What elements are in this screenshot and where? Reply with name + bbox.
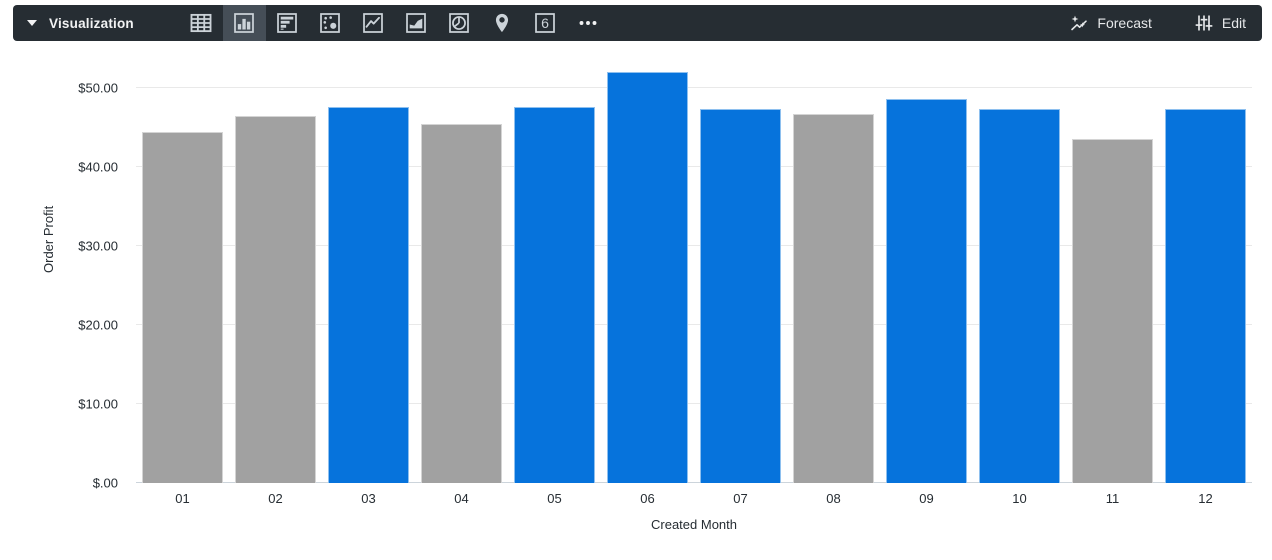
bar-slot	[1066, 62, 1159, 483]
bar-month-08[interactable]	[793, 114, 874, 483]
x-tick-label: 03	[361, 491, 376, 506]
column-chart-icon[interactable]	[222, 5, 266, 41]
bar-slot	[229, 62, 322, 483]
y-tick-label: $50.00	[78, 80, 118, 96]
y-tick-label: $10.00	[78, 396, 118, 412]
x-tick-label: 04	[454, 491, 469, 506]
x-axis-title: Created Month	[651, 517, 737, 532]
forecast-sparkle-icon	[1071, 15, 1088, 31]
line-chart-icon[interactable]	[352, 5, 395, 41]
bar-month-02[interactable]	[235, 115, 316, 483]
visualization-collapse-toggle[interactable]: Visualization	[27, 16, 134, 31]
scatter-chart-icon[interactable]	[309, 5, 352, 41]
pie-chart-icon[interactable]	[438, 5, 481, 41]
y-tick-label: $30.00	[78, 238, 118, 254]
x-tick-label: 12	[1198, 491, 1213, 506]
bars-layer	[136, 62, 1252, 483]
visualization-toolbar: Visualization 6 Forecast Edit	[13, 5, 1262, 41]
bar-slot	[322, 62, 415, 483]
x-tick-label: 08	[826, 491, 841, 506]
toolbar-title: Visualization	[49, 15, 134, 31]
x-tick-label: 05	[547, 491, 562, 506]
gridline	[136, 166, 1252, 168]
forecast-label: Forecast	[1097, 15, 1152, 31]
bar-month-04[interactable]	[421, 123, 502, 483]
single-value-icon[interactable]: 6	[524, 5, 567, 41]
bar-slot	[787, 62, 880, 483]
tune-icon	[1195, 15, 1213, 31]
x-tick-label: 02	[268, 491, 283, 506]
y-tick-label: $40.00	[78, 159, 118, 175]
bar-slot	[415, 62, 508, 483]
y-tick-label: $20.00	[78, 317, 118, 333]
bar-slot	[973, 62, 1066, 483]
bar-month-07[interactable]	[700, 109, 781, 483]
x-tick-label: 11	[1105, 491, 1120, 506]
gridline	[136, 87, 1252, 89]
svg-text:6: 6	[541, 15, 549, 31]
plot-area	[136, 62, 1252, 483]
map-pin-icon[interactable]	[481, 5, 524, 41]
bar-month-12[interactable]	[1165, 109, 1246, 483]
bar-slot	[694, 62, 787, 483]
x-axis-labels: 01 02 03 04 05 06 07 08 09 10 11 12	[136, 491, 1252, 506]
edit-label: Edit	[1221, 15, 1246, 31]
bar-month-06[interactable]	[607, 72, 688, 483]
chart-type-icon-row: 6	[180, 5, 610, 41]
gridline	[136, 482, 1252, 483]
y-tick-label: $.00	[92, 475, 118, 491]
bar-slot	[508, 62, 601, 483]
bar-month-10[interactable]	[979, 109, 1060, 483]
x-tick-label: 09	[919, 491, 934, 506]
gridline	[136, 403, 1252, 405]
forecast-button[interactable]: Forecast	[1069, 13, 1152, 33]
column-chart: Order Profit $.00 $10.00 $20.00 $30.00 $40.0…	[0, 55, 1272, 560]
bar-month-01[interactable]	[142, 131, 223, 483]
x-tick-label: 10	[1012, 491, 1027, 506]
x-tick-label: 01	[175, 491, 190, 506]
chevron-down-icon	[27, 20, 37, 26]
table-chart-icon[interactable]	[180, 5, 223, 41]
bar-chart-icon[interactable]	[266, 5, 309, 41]
edit-button[interactable]: Edit	[1194, 13, 1246, 33]
x-tick-label: 06	[640, 491, 655, 506]
x-tick-label: 07	[733, 491, 748, 506]
bar-slot	[880, 62, 973, 483]
gridline	[136, 245, 1252, 247]
area-chart-icon[interactable]	[395, 5, 438, 41]
bar-slot	[601, 62, 694, 483]
bar-month-11[interactable]	[1072, 138, 1153, 483]
bar-month-05[interactable]	[514, 107, 595, 483]
y-axis-labels: $.00 $10.00 $20.00 $30.00 $40.00 $50.00	[0, 62, 118, 491]
bar-month-03[interactable]	[328, 107, 409, 483]
bar-slot	[136, 62, 229, 483]
more-options-icon[interactable]	[567, 5, 610, 41]
bar-slot	[1159, 62, 1252, 483]
gridline	[136, 324, 1252, 326]
bar-month-09[interactable]	[886, 99, 967, 483]
